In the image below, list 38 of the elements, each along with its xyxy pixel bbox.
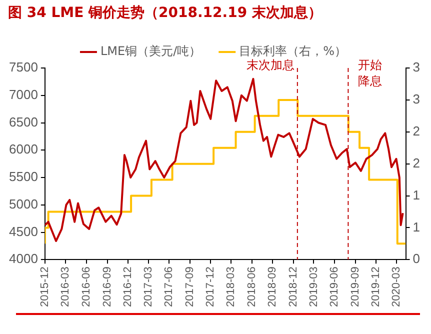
y2-tick-label: 0 bbox=[412, 251, 420, 266]
y-tick-label: 4500 bbox=[9, 224, 38, 239]
x-tick-label: 2015-12 bbox=[38, 266, 51, 308]
y2-tick-label: 2 bbox=[412, 123, 420, 138]
x-tick-label: 2020-03 bbox=[390, 266, 403, 308]
ref-line-label: 末次加息 bbox=[246, 58, 294, 72]
y2-tick-label: 3 bbox=[412, 92, 420, 107]
x-tick-label: 2019-12 bbox=[370, 266, 382, 308]
y-tick-label: 5500 bbox=[9, 169, 38, 184]
x-tick-label: 2018-12 bbox=[287, 266, 300, 308]
x-tick-label: 2016-09 bbox=[101, 266, 114, 308]
legend-label: 目标利率（右，%） bbox=[239, 44, 347, 58]
x-tick-label: 2017-09 bbox=[184, 266, 196, 308]
x-tick-label: 2018-09 bbox=[266, 266, 279, 308]
x-tick-label: 2019-03 bbox=[308, 266, 320, 308]
y-tick-label: 7500 bbox=[9, 60, 38, 75]
y-tick-label: 4000 bbox=[9, 251, 38, 266]
x-tick-label: 2019-09 bbox=[349, 266, 362, 308]
legend-label: LME铜（美元/吨） bbox=[100, 44, 202, 58]
y2-tick-label: 2 bbox=[412, 155, 420, 170]
y2-tick-label: 1 bbox=[412, 187, 420, 202]
x-tick-label: 2018-03 bbox=[225, 266, 238, 308]
y-tick-label: 6500 bbox=[9, 114, 38, 130]
x-tick-label: 2016-03 bbox=[60, 266, 72, 308]
x-tick-label: 2016-12 bbox=[122, 266, 134, 308]
chart-title: 图 34 LME 铜价走势（2018.12.19 末次加息） bbox=[8, 4, 322, 22]
ref-line-label: 开始降息 bbox=[358, 58, 382, 88]
y-tick-label: 5000 bbox=[9, 196, 38, 212]
y-tick-label: 6000 bbox=[9, 142, 38, 157]
y-tick-label: 7000 bbox=[9, 86, 38, 102]
y2-tick-label: 3 bbox=[412, 60, 420, 75]
x-tick-label: 2018-06 bbox=[246, 266, 258, 308]
x-tick-label: 2019-06 bbox=[328, 266, 341, 308]
x-tick-label: 2016-06 bbox=[80, 266, 92, 308]
y2-tick-label: 1 bbox=[412, 219, 420, 234]
x-tick-label: 2017-06 bbox=[163, 266, 176, 308]
x-tick-label: 2017-12 bbox=[204, 266, 217, 308]
x-tick-label: 2017-03 bbox=[142, 266, 154, 308]
